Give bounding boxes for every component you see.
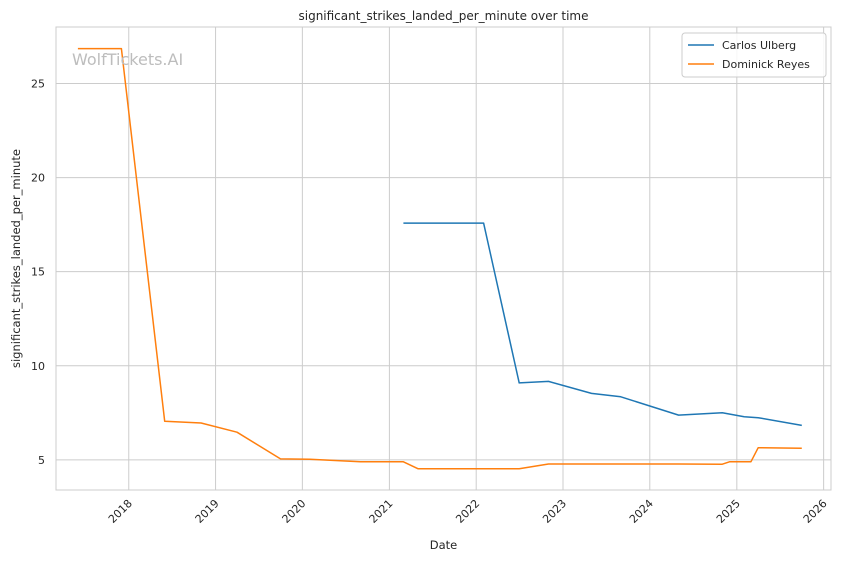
legend-box: [681, 32, 827, 78]
legend-label: Dominick Reyes: [722, 58, 810, 71]
y-tick-label: 5: [38, 454, 45, 467]
x-tick-label: 2025: [714, 497, 743, 526]
plot-area-frame: [55, 26, 832, 491]
x-axis-label: Date: [430, 538, 458, 552]
grid: [56, 27, 831, 490]
watermark: WolfTickets.AI: [72, 50, 183, 69]
y-tick-label: 25: [31, 77, 45, 90]
y-tick-label: 15: [31, 266, 45, 279]
x-tick-label: 2023: [540, 497, 569, 526]
y-tick-label: 20: [31, 172, 45, 185]
x-tick-label: 2022: [453, 497, 482, 526]
chart-title: significant_strikes_landed_per_minute ov…: [298, 9, 588, 23]
series-line-2: [77, 47, 802, 470]
y-tick-label: 10: [31, 360, 45, 373]
x-tick-label: 2024: [627, 497, 656, 526]
x-tick-label: 2018: [106, 497, 135, 526]
x-tick-label: 2026: [801, 497, 830, 526]
series-line-1: [403, 222, 802, 427]
y-axis-label: significant_strikes_landed_per_minute: [9, 149, 23, 368]
legend: Carlos Ulberg Dominick Reyes: [681, 32, 827, 78]
x-tick-label: 2020: [279, 497, 308, 526]
x-tick-label: 2019: [193, 497, 222, 526]
x-tick-label: 2021: [367, 497, 396, 526]
legend-label: Carlos Ulberg: [722, 39, 796, 52]
series-lines: [77, 47, 802, 470]
